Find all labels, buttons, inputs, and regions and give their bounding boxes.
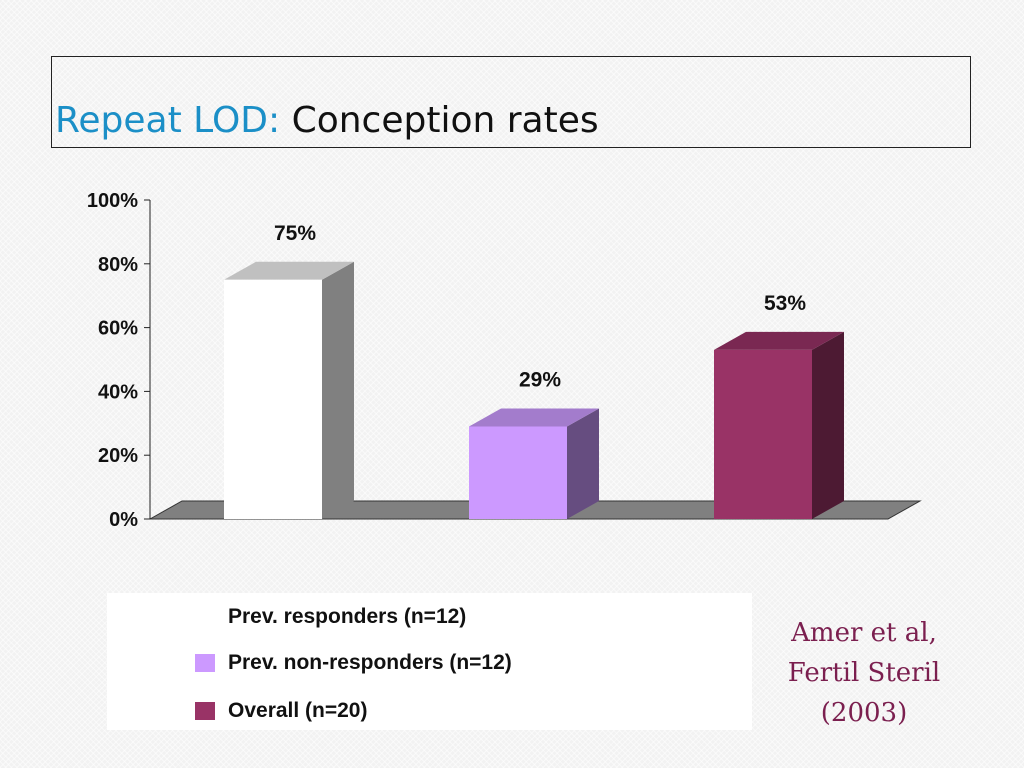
title-box: Repeat LOD: Conception rates (51, 56, 971, 148)
citation: Amer et al, Fertil Steril (2003) (764, 613, 964, 733)
y-tick-label: 60% (98, 318, 138, 340)
y-tick-label: 20% (98, 445, 138, 467)
legend-swatch (195, 608, 215, 626)
bar (469, 426, 567, 519)
title-rest: Conception rates (291, 100, 599, 141)
legend-swatch (195, 702, 215, 720)
bar-value-label: 53% (764, 292, 806, 315)
bar-top (224, 261, 354, 280)
title-accent: Repeat LOD: (55, 100, 281, 141)
citation-authors: Amer et al, (791, 618, 937, 648)
bar-chart: 0% 20% 40% 60% 80% 100% 75% 29% 53% (87, 190, 922, 531)
bar-top (469, 408, 599, 427)
legend-item-responders: Prev. responders (n=12) (195, 602, 466, 632)
bar-side (322, 261, 354, 519)
legend-swatch (195, 654, 215, 672)
citation-year: (2003) (820, 698, 908, 728)
bar (224, 279, 322, 519)
legend-label: Prev. responders (n=12) (228, 605, 467, 628)
slide-title: Repeat LOD: Conception rates (55, 103, 599, 139)
bar-side (812, 331, 844, 519)
legend-label: Overall (n=20) (228, 699, 368, 722)
y-tick-label: 100% (87, 190, 138, 212)
bar-top (714, 331, 844, 350)
bar-side (567, 408, 599, 519)
legend-label: Prev. non-responders (n=12) (228, 651, 512, 674)
bar-value-label: 29% (519, 368, 561, 391)
y-tick-label: 40% (98, 381, 138, 403)
chart-legend: Prev. responders (n=12) Prev. non-respon… (107, 593, 752, 730)
citation-journal: Fertil Steril (787, 658, 941, 688)
bar (714, 349, 812, 519)
legend-item-non-responders: Prev. non-responders (n=12) (195, 648, 512, 678)
bar-value-label: 75% (274, 222, 316, 245)
y-tick-label: 80% (98, 254, 138, 276)
y-tick-label: 0% (109, 509, 138, 531)
legend-item-overall: Overall (n=20) (195, 696, 367, 726)
